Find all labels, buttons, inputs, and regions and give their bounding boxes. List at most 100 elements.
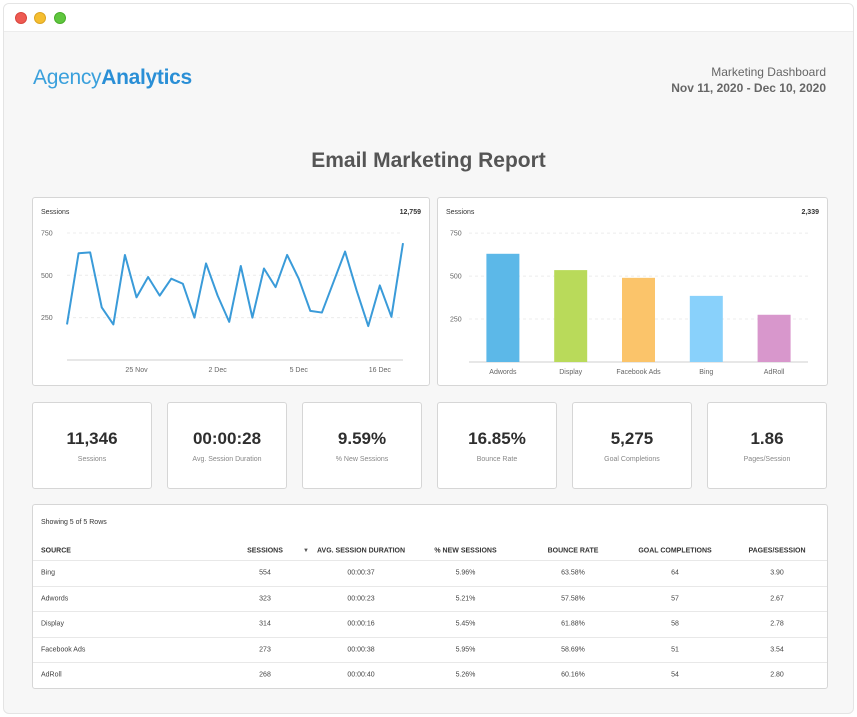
y-tick-label: 750 xyxy=(41,230,53,237)
column-header-goal-completions[interactable]: GOAL COMPLETIONS xyxy=(638,547,712,555)
x-tick-label: AdRoll xyxy=(764,369,785,376)
cell-sessions: 268 xyxy=(259,671,271,679)
kpi-sessions: 11,346 Sessions xyxy=(32,402,152,489)
sessions-line-chart[interactable]: 250 500 750 25 Nov 2 Dec 5 Dec 16 Dec xyxy=(33,198,431,387)
cell-source: Display xyxy=(41,620,64,628)
cell-goal-completions: 58 xyxy=(671,620,679,628)
kpi-label: Bounce Rate xyxy=(476,456,518,463)
window-titlebar xyxy=(4,4,853,32)
x-tick-label: Facebook Ads xyxy=(616,369,661,376)
cell-bounce-rate: 63.58% xyxy=(561,569,585,577)
maximize-window-icon[interactable] xyxy=(54,12,66,24)
table-row[interactable]: Bing 554 00:00:37 5.96% 63.58% 64 3.90 xyxy=(33,560,827,585)
cell-new-sessions: 5.96% xyxy=(455,569,476,577)
table-row-count: Showing 5 of 5 Rows xyxy=(41,519,107,526)
column-header-sessions[interactable]: SESSIONS xyxy=(247,547,283,555)
cell-source: Facebook Ads xyxy=(41,646,86,653)
kpi-value: 9.59% xyxy=(337,429,387,448)
x-tick-label: Adwords xyxy=(489,369,517,376)
cell-goal-completions: 57 xyxy=(671,595,679,602)
cell-pages-session: 2.80 xyxy=(770,671,784,679)
table-row[interactable]: AdRoll 268 00:00:40 5.26% 60.16% 54 2.80 xyxy=(33,662,827,687)
kpi-value: 16.85% xyxy=(468,429,526,448)
cell-avg-session-duration: 00:00:23 xyxy=(347,595,375,602)
table-row[interactable]: Adwords 323 00:00:23 5.21% 57.58% 57 2.67 xyxy=(33,585,827,611)
column-header-bounce-rate[interactable]: BOUNCE RATE xyxy=(547,547,599,555)
cell-sessions: 554 xyxy=(259,569,271,577)
x-tick-label: 25 Nov xyxy=(125,367,148,374)
column-header-new-sessions[interactable]: % NEW SESSIONS xyxy=(434,547,497,555)
cell-pages-session: 3.54 xyxy=(770,646,784,653)
cell-bounce-rate: 60.16% xyxy=(561,671,585,679)
cell-pages-session: 2.67 xyxy=(770,595,784,602)
cell-new-sessions: 5.21% xyxy=(455,595,476,602)
bar-adroll[interactable] xyxy=(757,314,791,362)
bar-chart-total: 2,339 xyxy=(801,209,819,216)
kpi-value: 1.86 xyxy=(750,429,784,448)
table-row[interactable]: Display 314 00:00:16 5.45% 61.88% 58 2.78 xyxy=(33,611,827,636)
y-tick-label: 750 xyxy=(450,231,462,238)
sessions-series-line[interactable] xyxy=(66,242,404,328)
kpi-value: 5,275 xyxy=(610,429,654,448)
sources-table-card: Showing 5 of 5 Rows SOURCE SESSIONS ▼ AV… xyxy=(32,504,828,689)
kpi-avg-session-duration: 00:00:28 Avg. Session Duration xyxy=(167,402,287,489)
x-tick-label: 2 Dec xyxy=(208,367,227,374)
x-tick-label: Bing xyxy=(699,369,713,376)
app-window: AgencyAnalytics Marketing Dashboard Nov … xyxy=(3,3,854,714)
cell-new-sessions: 5.45% xyxy=(455,620,476,628)
cell-goal-completions: 54 xyxy=(671,671,679,679)
line-chart-title: Sessions xyxy=(41,209,70,216)
report-meta: Marketing Dashboard Nov 11, 2020 - Dec 1… xyxy=(671,64,826,96)
kpi-pages-per-session: 1.86 Pages/Session xyxy=(707,402,827,489)
cell-bounce-rate: 58.69% xyxy=(561,646,585,653)
line-chart-total: 12,759 xyxy=(399,209,421,216)
sessions-bar-chart-card: Sessions 2,339 250 500 750 Adwords Display Fa… xyxy=(437,197,828,386)
sessions-bar-chart[interactable]: 250 500 750 Adwords Display Facebook Ads Bing A… xyxy=(438,198,829,387)
bar-chart-title: Sessions xyxy=(446,209,475,216)
cell-bounce-rate: 61.88% xyxy=(561,620,585,628)
close-window-icon[interactable] xyxy=(15,12,27,24)
bar-adwords[interactable] xyxy=(486,253,520,362)
kpi-value: 00:00:28 xyxy=(192,429,262,448)
kpi-value: 11,346 xyxy=(66,429,118,448)
y-tick-label: 500 xyxy=(41,273,53,280)
date-range: Nov 11, 2020 - Dec 10, 2020 xyxy=(671,81,826,95)
column-header-avg-session-duration[interactable]: AVG. SESSION DURATION xyxy=(316,547,406,555)
cell-sessions: 314 xyxy=(259,620,271,628)
kpi-bounce-rate: 16.85% Bounce Rate xyxy=(437,402,557,489)
kpi-label: % New Sessions xyxy=(335,456,389,463)
kpi-goal-completions: 5,275 Goal Completions xyxy=(572,402,692,489)
x-tick-label: 5 Dec xyxy=(290,367,309,374)
bar-bing[interactable] xyxy=(689,295,723,362)
cell-avg-session-duration: 00:00:38 xyxy=(347,646,375,653)
cell-avg-session-duration: 00:00:37 xyxy=(347,569,375,577)
kpi-new-sessions: 9.59% % New Sessions xyxy=(302,402,422,489)
cell-pages-session: 2.78 xyxy=(770,620,784,628)
kpi-label: Goal Completions xyxy=(604,456,660,463)
sort-desc-icon[interactable]: ▼ xyxy=(303,548,309,554)
cell-source: AdRoll xyxy=(41,671,62,679)
cell-source: Adwords xyxy=(41,595,69,602)
cell-avg-session-duration: 00:00:40 xyxy=(347,671,375,679)
column-header-pages-session[interactable]: PAGES/SESSION xyxy=(748,547,806,555)
kpi-label: Sessions xyxy=(77,456,107,463)
logo-text-agency: Agency xyxy=(33,66,102,89)
cell-bounce-rate: 57.58% xyxy=(561,595,585,602)
bar-facebook-ads[interactable] xyxy=(622,277,655,362)
y-tick-label: 250 xyxy=(450,317,462,324)
bar-display[interactable] xyxy=(554,270,588,362)
x-tick-label: Display xyxy=(559,369,582,376)
x-tick-label: 16 Dec xyxy=(369,367,392,374)
column-header-source[interactable]: SOURCE xyxy=(41,547,71,555)
cell-pages-session: 3.90 xyxy=(770,569,784,577)
cell-sessions: 323 xyxy=(259,595,271,602)
cell-goal-completions: 51 xyxy=(671,646,679,653)
sessions-line-chart-card: Sessions 12,759 250 500 750 25 Nov 2 Dec 5 De… xyxy=(32,197,430,386)
kpi-label: Avg. Session Duration xyxy=(192,456,262,463)
dashboard-name: Marketing Dashboard xyxy=(711,65,826,79)
minimize-window-icon[interactable] xyxy=(34,12,46,24)
logo-text-analytics: Analytics xyxy=(101,66,192,89)
table-row[interactable]: Facebook Ads 273 00:00:38 5.95% 58.69% 51 3.54 xyxy=(33,636,827,662)
kpi-label: Pages/Session xyxy=(743,456,791,463)
table-header-row: SOURCE SESSIONS ▼ AVG. SESSION DURATION … xyxy=(33,542,827,560)
